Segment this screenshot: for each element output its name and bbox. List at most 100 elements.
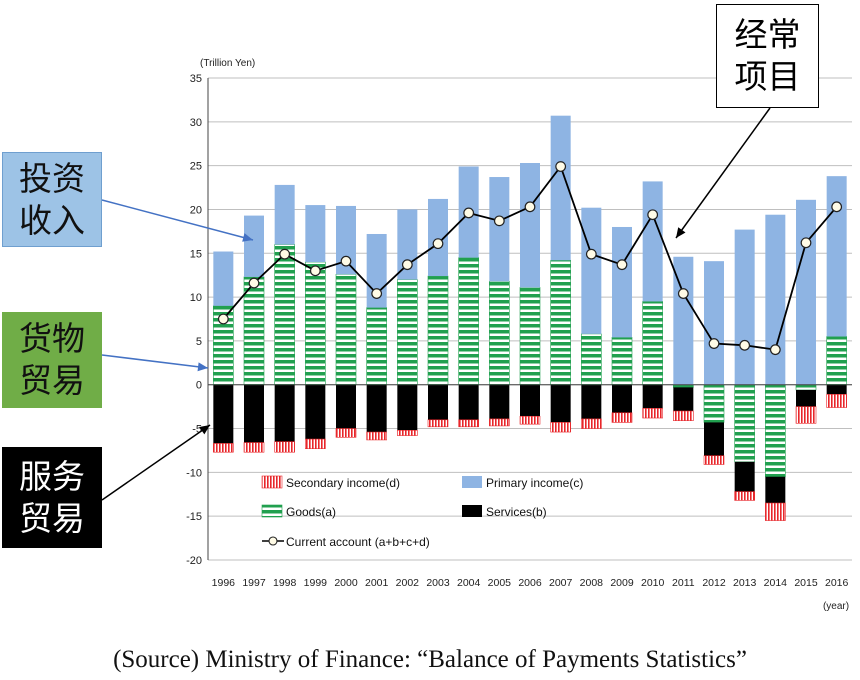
x-tick-label: 2016 (825, 577, 849, 589)
arrow-goods-trade-head (197, 362, 208, 372)
bar-services-2001 (366, 384, 387, 433)
current-account-point-2010 (647, 209, 659, 221)
bar-services-1997 (244, 384, 264, 443)
current-account-point-1997 (248, 277, 260, 289)
bar-primary-2007 (550, 115, 571, 261)
callout-current-account: 经常 项目 (716, 4, 819, 108)
current-account-point-2012 (708, 338, 720, 349)
y-tick-label: -10 (186, 467, 202, 479)
bar-secondary-1998 (274, 441, 295, 453)
bar-goods-2001 (366, 307, 387, 386)
callout-investment-income: 投资 收入 (2, 152, 102, 247)
current-account-point-2011 (677, 288, 689, 299)
bar-secondary-1997 (243, 442, 265, 453)
x-axis-label: (year) (823, 601, 849, 612)
x-tick-label: 2005 (488, 577, 512, 589)
bars-layer (213, 115, 847, 521)
callout-current-account-text: 经常 项目 (734, 15, 801, 96)
bar-primary-2016 (826, 176, 847, 337)
legend-label-current: Current account (a+b+c+d) (286, 535, 430, 549)
bar-goods-1998 (274, 244, 295, 386)
bar-primary-1998 (274, 184, 295, 245)
bar-services-1998 (274, 384, 295, 442)
x-tick-label: 2012 (702, 577, 726, 589)
bar-goods-2016 (826, 336, 847, 386)
bar-primary-1999 (305, 205, 326, 263)
callout-investment-income-text: 投资 收入 (19, 158, 85, 240)
bar-primary-2010 (642, 181, 663, 302)
y-tick-label: -15 (186, 511, 202, 523)
bar-services-2004 (458, 384, 479, 420)
current-account-point-2006 (524, 201, 536, 213)
x-tick-label: 1999 (304, 577, 328, 589)
x-tick-label: 2009 (610, 577, 634, 589)
bar-goods-2009 (611, 337, 633, 386)
x-tick-label: 2004 (457, 577, 481, 589)
y-tick-label: 15 (190, 248, 202, 260)
x-tick-label: 2003 (426, 577, 450, 589)
current-account-layer (217, 161, 843, 356)
bar-primary-2006 (520, 163, 540, 288)
current-account-point-2007 (555, 161, 567, 172)
bar-goods-2008 (581, 333, 602, 386)
current-account-point-2000 (340, 255, 352, 267)
bar-primary-2008 (581, 207, 602, 334)
current-account-point-2001 (371, 288, 383, 299)
bar-services-2006 (520, 384, 540, 417)
source-note: (Source) Ministry of Finance: “Balance o… (113, 646, 747, 673)
bar-secondary-2009 (611, 412, 633, 423)
bar-secondary-2014 (765, 502, 786, 521)
bar-services-2013 (734, 461, 755, 492)
y-tick-label: 20 (190, 204, 202, 216)
bar-secondary-1999 (305, 438, 326, 450)
current-account-point-2009 (616, 259, 628, 271)
arrow-investment-income (101, 199, 254, 241)
arrow-current-account-head (676, 227, 686, 238)
callout-arrows (101, 107, 771, 501)
legend-label-primary: Primary income(c) (486, 476, 583, 490)
legend-swatch-secondary (261, 475, 283, 489)
current-account-point-2008 (585, 248, 597, 260)
y-tick-label: 30 (190, 117, 202, 129)
y-tick-label: -20 (186, 555, 202, 567)
bar-secondary-2001 (366, 431, 387, 441)
bar-goods-2006 (519, 287, 541, 386)
bar-secondary-2015 (795, 406, 817, 424)
arrow-goods-trade (101, 354, 209, 369)
bar-goods-2004 (458, 257, 479, 386)
x-tick-label: 1998 (273, 577, 297, 589)
x-tick-label: 2000 (334, 577, 358, 589)
current-account-point-2015 (800, 237, 812, 249)
bar-secondary-2003 (427, 419, 449, 428)
current-account-point-2003 (432, 238, 444, 250)
bar-goods-2003 (427, 275, 449, 386)
bar-secondary-2008 (581, 418, 602, 429)
current-account-point-1996 (217, 313, 229, 325)
y-tick-label: 35 (190, 73, 202, 85)
bar-secondary-2011 (673, 410, 694, 421)
legend-label-services: Services(b) (486, 505, 547, 519)
arrow-current-account (675, 107, 771, 239)
current-account-point-2005 (493, 215, 505, 227)
bar-primary-2015 (796, 199, 816, 385)
y-tick-label: 5 (196, 336, 202, 348)
bar-primary-2014 (765, 214, 786, 385)
y-axis-label: (Trillion Yen) (200, 58, 255, 69)
arrow-investment-income-head (242, 233, 253, 242)
callout-goods-trade-text: 货物 贸易 (19, 319, 85, 400)
bar-services-2008 (581, 384, 602, 419)
bar-primary-2013 (734, 229, 755, 385)
x-tick-label: 2010 (641, 577, 665, 589)
legend: Secondary income(d) Primary income(c) Good… (261, 475, 583, 549)
bar-goods-2002 (397, 279, 418, 386)
bar-services-2011 (673, 387, 694, 412)
bar-secondary-2010 (642, 408, 663, 419)
bar-services-2015 (796, 389, 816, 407)
x-tick-label: 2015 (794, 577, 818, 589)
x-tick-label: 2008 (580, 577, 604, 589)
x-tick-label: 2011 (672, 577, 695, 589)
arrow-services-trade (101, 424, 211, 501)
bar-secondary-2006 (519, 415, 541, 425)
legend-swatch-primary (462, 476, 482, 488)
bar-primary-1996 (213, 251, 234, 306)
